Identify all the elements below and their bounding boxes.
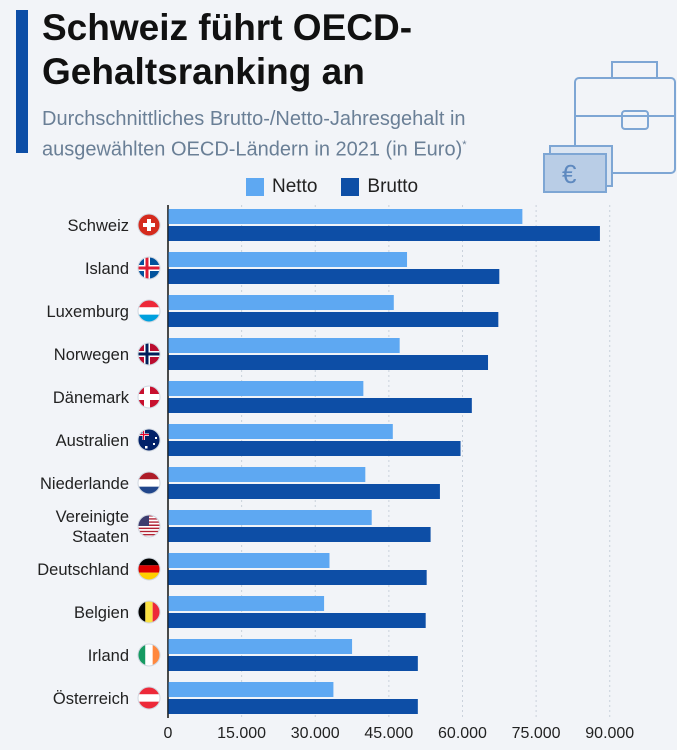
flag-germany-icon bbox=[137, 557, 161, 581]
chart-title-line-2: Gehaltsranking an bbox=[42, 51, 365, 92]
bar-brutto-irland bbox=[168, 656, 418, 671]
flag-switzerland-icon bbox=[137, 213, 161, 237]
category-label: Schweiz bbox=[68, 217, 129, 235]
bar-brutto-island bbox=[168, 269, 500, 284]
category-label: Norwegen bbox=[54, 346, 129, 364]
footnote-mark: * bbox=[462, 139, 467, 151]
category-label: Staaten bbox=[72, 528, 129, 546]
flag-luxembourg-icon bbox=[137, 299, 161, 323]
bar-netto-irland bbox=[168, 639, 353, 654]
bar-brutto-luxemburg bbox=[168, 312, 499, 327]
bar-netto-deutschland bbox=[168, 553, 330, 568]
flag-netherlands-icon bbox=[137, 471, 161, 495]
briefcase-money-illustration: € bbox=[543, 61, 676, 193]
legend-swatch-netto bbox=[246, 178, 264, 196]
x-tick-label: 15.000 bbox=[217, 725, 266, 742]
bar-brutto-norwegen bbox=[168, 355, 489, 370]
bar-brutto-niederlande bbox=[168, 484, 440, 499]
legend-item-netto: Netto bbox=[246, 176, 317, 198]
chart-subtitle-line-2-text: ausgewählten OECD-Ländern in 2021 (in Eu… bbox=[42, 138, 463, 161]
bar-brutto-oesterreich bbox=[168, 699, 418, 714]
category-label: Luxemburg bbox=[46, 303, 129, 321]
flag-australia-icon bbox=[137, 428, 161, 452]
flag-ireland-icon bbox=[137, 643, 161, 667]
category-label: Belgien bbox=[74, 604, 129, 622]
chart-title: Schweiz führt OECD- Gehaltsranking an bbox=[42, 6, 412, 94]
x-tick-label: 45.000 bbox=[364, 725, 413, 742]
title-accent-bar bbox=[16, 10, 28, 153]
bar-netto-luxemburg bbox=[168, 295, 394, 310]
flag-united-states-icon bbox=[137, 514, 161, 538]
bar-brutto-deutschland bbox=[168, 570, 427, 585]
x-tick-label: 0 bbox=[164, 725, 173, 742]
bar-brutto-belgien bbox=[168, 613, 426, 628]
category-label: Niederlande bbox=[40, 475, 129, 493]
x-tick-label: 90.000 bbox=[585, 725, 634, 742]
chart-subtitle-line-2: ausgewählten OECD-Ländern in 2021 (in Eu… bbox=[42, 132, 467, 163]
bar-netto-daenemark bbox=[168, 381, 364, 396]
legend-label-netto: Netto bbox=[272, 176, 318, 197]
legend-label-brutto: Brutto bbox=[367, 176, 419, 197]
bar-netto-vereinigte-staaten bbox=[168, 510, 372, 525]
flag-belgium-icon bbox=[137, 600, 161, 624]
bar-brutto-vereinigte-staaten bbox=[168, 527, 431, 542]
bar-netto-schweiz bbox=[168, 209, 523, 224]
flag-denmark-icon bbox=[137, 385, 161, 409]
legend-item-brutto: Brutto bbox=[341, 176, 418, 198]
chart-title-line-1: Schweiz führt OECD- bbox=[42, 7, 413, 48]
category-label: Österreich bbox=[53, 690, 129, 708]
category-label: Island bbox=[85, 260, 129, 278]
category-label: Australien bbox=[56, 432, 129, 450]
euro-sign-icon: € bbox=[562, 159, 577, 189]
chart-subtitle-line-1: Durchschnittliches Brutto-/Netto-Jahresg… bbox=[42, 108, 466, 130]
bar-netto-niederlande bbox=[168, 467, 366, 482]
bar-netto-norwegen bbox=[168, 338, 400, 353]
flag-austria-icon bbox=[137, 686, 161, 710]
chart-subtitle: Durchschnittliches Brutto-/Netto-Jahresg… bbox=[42, 106, 467, 163]
bar-netto-australien bbox=[168, 424, 393, 439]
category-label: Vereinigte bbox=[56, 508, 129, 526]
banknote-icon bbox=[543, 153, 607, 193]
bar-netto-oesterreich bbox=[168, 682, 334, 697]
bar-brutto-australien bbox=[168, 441, 461, 456]
category-label: Dänemark bbox=[53, 389, 130, 407]
bar-netto-island bbox=[168, 252, 408, 267]
x-tick-label: 60.000 bbox=[438, 725, 487, 742]
flag-norway-icon bbox=[137, 342, 161, 366]
category-label: Deutschland bbox=[37, 561, 129, 579]
x-tick-label: 75.000 bbox=[512, 725, 561, 742]
flag-iceland-icon bbox=[137, 256, 161, 280]
legend-swatch-brutto bbox=[341, 178, 360, 196]
category-label: Irland bbox=[88, 647, 129, 665]
bar-brutto-daenemark bbox=[168, 398, 472, 413]
x-tick-label: 30.000 bbox=[291, 725, 340, 742]
legend: Netto Brutto bbox=[246, 176, 442, 198]
bar-brutto-schweiz bbox=[168, 226, 600, 241]
bar-netto-belgien bbox=[168, 596, 325, 611]
